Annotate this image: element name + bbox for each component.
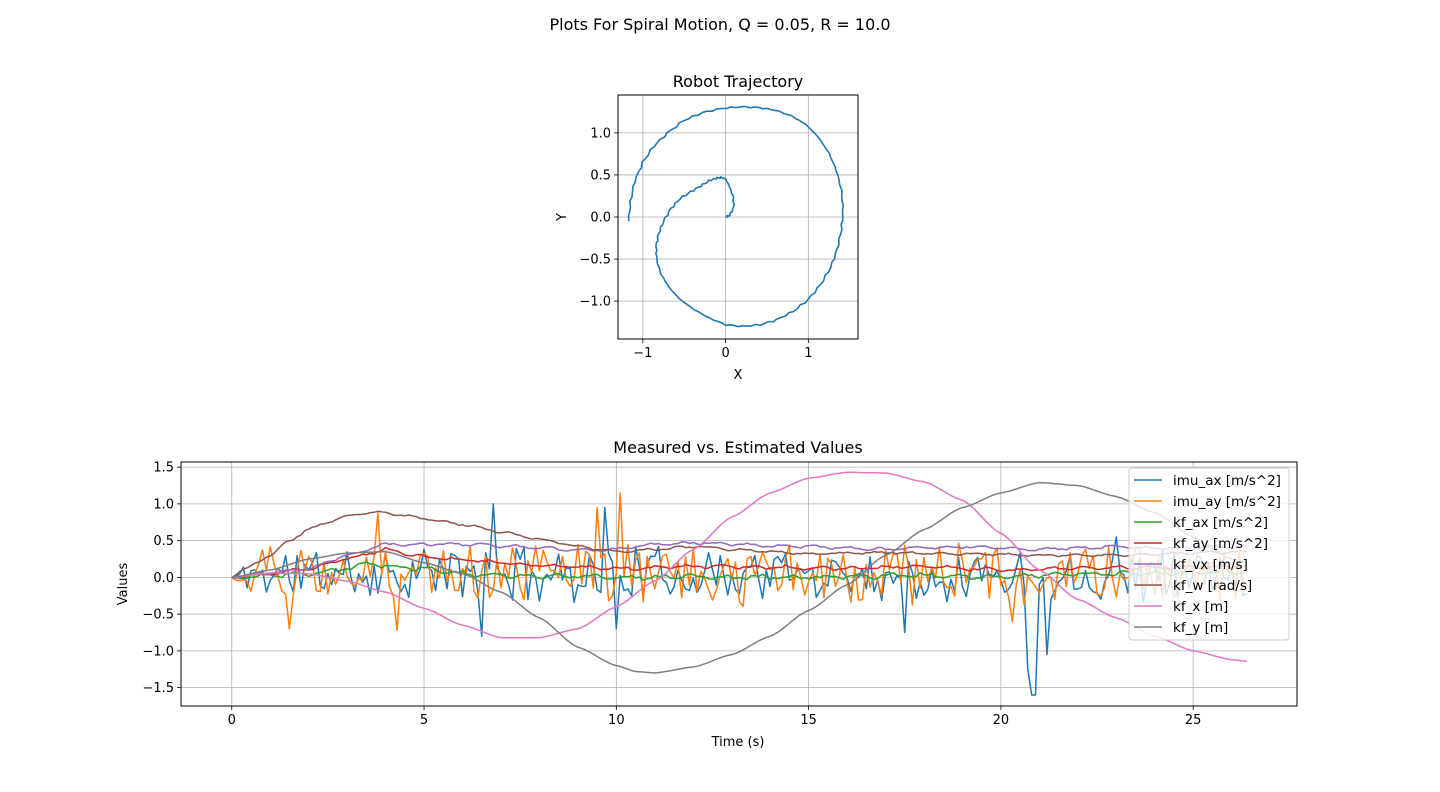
legend-entry-label: imu_ay [m/s^2] <box>1173 494 1281 510</box>
timeseries-ticks: 0 5 10 15 20 25 −1.5 −1.0 −0.5 0.0 0.5 1.0 1.5 <box>142 461 1201 728</box>
timeseries-ytick-label: −1.5 <box>142 681 174 696</box>
timeseries-ytick-label: −0.5 <box>142 608 174 623</box>
timeseries-series-line <box>231 541 1248 579</box>
timeseries-plot-area <box>231 471 1248 696</box>
timeseries-series-line <box>231 510 1248 579</box>
timeseries-ytick-label: 1.0 <box>153 497 174 512</box>
timeseries-series-line <box>231 503 1248 696</box>
timeseries-series-line <box>231 561 1248 581</box>
timeseries-y-label: Values <box>116 563 131 606</box>
legend-entry-label: kf_vx [m/s] <box>1173 557 1248 573</box>
trajectory-grid <box>618 95 858 339</box>
trajectory-xtick-label: 1 <box>804 346 812 361</box>
trajectory-axes: −1 0 1 −1.0 −0.5 0.0 0.5 1.0 Robot Trajectory X… <box>555 72 859 383</box>
timeseries-ytick-label: 0.0 <box>153 571 174 586</box>
trajectory-ytick-label: 0.0 <box>590 211 611 226</box>
timeseries-frame <box>180 461 1298 707</box>
trajectory-xtick-label: 0 <box>721 346 729 361</box>
timeseries-axes: 0 5 10 15 20 25 −1.5 −1.0 −0.5 0.0 0.5 1.0 1.5 Measu… <box>116 438 1298 750</box>
legend-entry-label: kf_ay [m/s^2] <box>1173 536 1268 552</box>
timeseries-xtick-label: 10 <box>608 713 625 728</box>
timeseries-series-line <box>231 546 1248 579</box>
trajectory-ticks: −1 0 1 −1.0 −0.5 0.0 0.5 1.0 <box>579 126 812 361</box>
timeseries-title: Measured vs. Estimated Values <box>613 438 862 457</box>
legend-entry-label: kf_ax [m/s^2] <box>1173 515 1268 531</box>
timeseries-xtick-label: 20 <box>993 713 1010 728</box>
timeseries-xtick-label: 0 <box>228 713 236 728</box>
timeseries-series-line <box>231 481 1248 674</box>
trajectory-title: Robot Trajectory <box>673 72 804 91</box>
timeseries-legend: imu_ax [m/s^2] imu_ay [m/s^2] kf_ax [m/s^2… <box>1128 467 1290 641</box>
timeseries-xtick-label: 5 <box>420 713 428 728</box>
timeseries-x-label: Time (s) <box>711 735 765 750</box>
figure-suptitle: Plots For Spiral Motion, Q = 0.05, R = 1… <box>549 15 890 34</box>
timeseries-ytick-label: 1.5 <box>153 461 174 476</box>
trajectory-ytick-label: −0.5 <box>579 253 611 268</box>
trajectory-xtick-label: −1 <box>633 346 652 361</box>
trajectory-y-label: Y <box>555 213 570 222</box>
trajectory-ytick-label: 0.5 <box>590 168 611 183</box>
trajectory-plot-area <box>627 105 845 328</box>
legend-entry-label: kf_x [m] <box>1173 599 1228 615</box>
trajectory-x-label: X <box>734 368 743 383</box>
timeseries-series-line <box>231 471 1248 662</box>
legend-box <box>1128 467 1290 641</box>
trajectory-ytick-label: 1.0 <box>590 126 611 141</box>
timeseries-ytick-label: 0.5 <box>153 534 174 549</box>
legend-entry-label: kf_w [rad/s] <box>1173 578 1252 594</box>
timeseries-xtick-label: 25 <box>1185 713 1202 728</box>
legend-entry-label: kf_y [m] <box>1173 620 1228 636</box>
legend-entry-label: imu_ax [m/s^2] <box>1173 473 1281 489</box>
trajectory-series-line <box>627 105 845 328</box>
trajectory-ytick-label: −1.0 <box>579 295 611 310</box>
timeseries-xtick-label: 15 <box>800 713 817 728</box>
timeseries-ytick-label: −1.0 <box>142 644 174 659</box>
